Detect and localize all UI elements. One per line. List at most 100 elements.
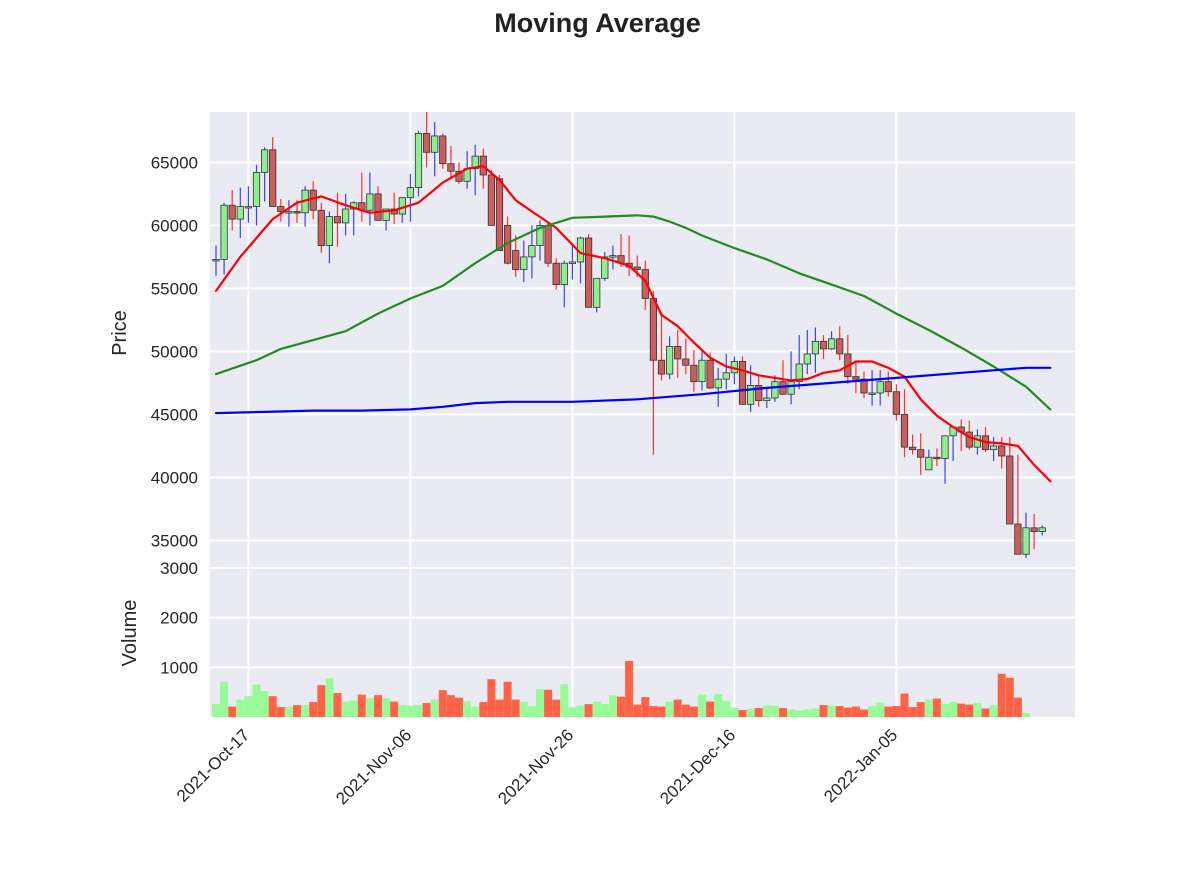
candlestick [860, 371, 868, 399]
candlestick [641, 260, 649, 310]
volume-bar [706, 701, 715, 717]
candlestick [244, 186, 252, 223]
price-tick-label: 60000 [151, 216, 198, 235]
volume-bar [212, 704, 220, 717]
volume-bar [293, 705, 301, 717]
volume-bar [455, 697, 463, 717]
volume-bar [617, 696, 625, 717]
volume-bar [892, 706, 901, 717]
candlestick [925, 449, 933, 471]
price-panel-background [210, 112, 1075, 553]
candlestick [552, 258, 560, 290]
candlestick [317, 202, 325, 254]
candlestick [1014, 454, 1022, 555]
volume-bar [681, 704, 690, 717]
volume-bar [787, 709, 796, 717]
volume-bar [851, 706, 860, 717]
candlestick [836, 326, 844, 361]
candlestick [714, 367, 722, 407]
price-axis-ticks: 35000 40000 45000 50000 55000 60000 65000 [151, 153, 198, 550]
volume-bar [301, 705, 310, 717]
candlestick [406, 173, 415, 222]
candlestick [811, 327, 820, 373]
volume-bar [665, 701, 674, 717]
candlestick [657, 312, 666, 381]
volume-axis-ticks: 1000 2000 3000 [160, 559, 198, 677]
candlestick [892, 384, 901, 421]
volume-bar [390, 701, 399, 717]
volume-bar [738, 710, 747, 717]
volume-bar [592, 701, 601, 717]
volume-bar [276, 707, 285, 717]
candlestick [876, 370, 884, 406]
chart-title: Moving Average [494, 8, 701, 38]
candlestick [593, 277, 601, 313]
candlestick [900, 389, 909, 458]
candlestick [1038, 525, 1046, 536]
candlestick [609, 245, 617, 270]
volume-bar [641, 697, 650, 717]
price-axis-label: Price [109, 310, 131, 356]
volume-bar [730, 707, 739, 717]
volume-bar [584, 704, 593, 717]
volume-bar [803, 709, 812, 717]
volume-bar [600, 704, 609, 717]
candlestick [601, 251, 609, 281]
candlestick [220, 202, 228, 275]
volume-bar [916, 702, 925, 717]
moving-average-line [214, 214, 1052, 411]
candlestick [366, 172, 374, 226]
volume-bar [957, 703, 966, 717]
candlestick [236, 187, 244, 238]
candlestick [917, 433, 925, 475]
candlestick [771, 375, 779, 402]
date-tick-label: 2021-Nov-26 [494, 725, 577, 808]
date-tick-label: 2022-Jan-05 [820, 725, 901, 806]
volume-bar [860, 709, 868, 717]
volume-bar [236, 699, 245, 717]
volume-bar [779, 708, 787, 717]
volume-bar [673, 699, 682, 717]
price-tick-label: 65000 [151, 153, 198, 172]
volume-bar [479, 702, 488, 717]
price-tick-label: 40000 [151, 468, 198, 487]
volume-bar [868, 706, 877, 717]
volume-bar [576, 705, 585, 717]
volume-axis-label: Volume [119, 600, 141, 667]
volume-bar [649, 706, 658, 717]
volume-bar [398, 705, 407, 717]
volume-bar [560, 684, 569, 717]
volume-bar [1022, 713, 1030, 717]
volume-tick-label: 3000 [160, 559, 198, 578]
candlestick [698, 348, 706, 391]
volume-bar [471, 706, 480, 717]
candlestick [447, 146, 455, 178]
volume-bar [811, 708, 820, 717]
moving-average-lines [214, 165, 1052, 483]
volume-bar [827, 705, 836, 717]
volume-bar [981, 708, 990, 717]
price-tick-label: 55000 [151, 279, 198, 298]
candlestick [260, 147, 269, 202]
volume-bar [698, 694, 706, 717]
volume-bar [949, 702, 958, 717]
volume-bar [924, 699, 933, 717]
candlestick [325, 211, 334, 264]
candlestick [990, 437, 998, 462]
candlestick [1030, 513, 1038, 550]
price-tick-label: 50000 [151, 342, 198, 361]
volume-bar [382, 698, 391, 717]
volume-bar [770, 705, 779, 717]
volume-bar [446, 695, 455, 717]
volume-bar [252, 684, 261, 717]
volume-bar [689, 706, 698, 717]
volume-bar [309, 702, 318, 717]
date-tick-label: 2021-Dec-16 [656, 725, 739, 808]
volume-bar [932, 698, 941, 717]
volume-bar [657, 706, 666, 717]
candlestick [341, 193, 350, 236]
candlestick [690, 350, 698, 392]
volume-bar [941, 704, 949, 717]
volume-bar [284, 706, 293, 717]
candlestick [884, 371, 892, 397]
